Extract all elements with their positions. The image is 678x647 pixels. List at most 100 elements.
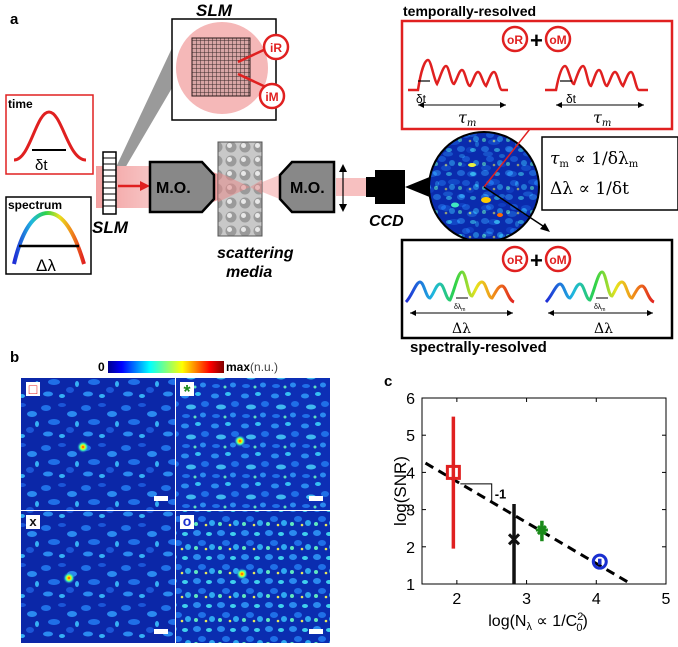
marker-box-2 bbox=[180, 382, 194, 396]
slm-top-title: SLM bbox=[196, 1, 233, 20]
focus-spot-3 bbox=[63, 572, 75, 584]
panel-label-c: c bbox=[384, 373, 392, 390]
or-badge-temporal: oR bbox=[501, 25, 529, 53]
x-tick-label: 5 bbox=[662, 591, 671, 608]
marker-3: x bbox=[29, 514, 37, 529]
colorbar bbox=[108, 361, 224, 373]
om-badge-temporal: oM bbox=[544, 25, 572, 53]
dt-label: δt bbox=[35, 157, 48, 174]
svg-text:M.O.: M.O. bbox=[290, 180, 325, 197]
im-badge: iM bbox=[258, 82, 286, 110]
spectral-dlm-left: δλm bbox=[454, 304, 465, 313]
point-x bbox=[507, 533, 521, 546]
relation-line-1: τm ∝ 1/δλm bbox=[550, 149, 639, 170]
relation-line-2: Δλ ∝ 1/δt bbox=[550, 179, 629, 199]
y-tick-label: 5 bbox=[406, 428, 415, 445]
y-tick-label: 2 bbox=[406, 540, 415, 557]
y-tick-label: 3 bbox=[406, 503, 415, 520]
focus-spot-4 bbox=[236, 568, 248, 580]
or-badge-spectral: oR bbox=[501, 245, 529, 273]
slope-triangle-path bbox=[460, 483, 493, 503]
marker-box-4 bbox=[180, 515, 194, 529]
slm-bar bbox=[102, 151, 117, 215]
svg-text:oM: oM bbox=[549, 33, 566, 47]
svg-text:oR: oR bbox=[507, 253, 523, 267]
y-tick-label: 1 bbox=[406, 577, 415, 594]
ccd-label: CCD bbox=[369, 213, 404, 230]
objective-left: M.O. bbox=[148, 160, 216, 214]
scattering-label-2: media bbox=[226, 264, 272, 281]
speckle-tile-2 bbox=[176, 378, 330, 510]
focus-spot-2 bbox=[234, 435, 246, 447]
objective-right: M.O. bbox=[278, 160, 336, 214]
scattering-label-1: scattering bbox=[217, 245, 294, 262]
om-badge-spectral: oM bbox=[544, 245, 572, 273]
svg-text:spectrum: spectrum bbox=[8, 198, 62, 212]
svg-text:time: time bbox=[8, 97, 33, 111]
focus-spot-1 bbox=[77, 441, 89, 453]
time-box: time δt bbox=[5, 94, 94, 175]
slm-pixel-grid bbox=[191, 37, 251, 97]
svg-text:M.O.: M.O. bbox=[156, 180, 191, 197]
x-ticks: 2 3 4 5 bbox=[452, 398, 671, 608]
spectrum-curve bbox=[12, 210, 86, 265]
spectral-heading: spectrally-resolved bbox=[410, 339, 547, 356]
panel-label-a: a bbox=[10, 11, 19, 28]
marker-4: o bbox=[183, 513, 192, 529]
temporal-heading: temporally-resolved bbox=[403, 3, 536, 19]
x-tick-label: 4 bbox=[592, 591, 601, 608]
y-tick-label: 6 bbox=[406, 391, 415, 408]
temporal-trace-right bbox=[545, 64, 648, 92]
fit-line-path bbox=[424, 461, 632, 586]
svg-text:iM: iM bbox=[265, 90, 278, 104]
speckle-tile-4 bbox=[176, 511, 330, 643]
tau-left: τm bbox=[458, 108, 476, 129]
scattering-medium bbox=[217, 141, 263, 237]
marker-box-1 bbox=[26, 382, 40, 396]
plus-spectral: + bbox=[530, 248, 543, 273]
spectral-dl-left: Δλ bbox=[452, 321, 471, 337]
marker-1: □ bbox=[29, 381, 38, 397]
point-square bbox=[445, 464, 461, 480]
slope-triangle bbox=[460, 483, 493, 503]
fit-line bbox=[424, 461, 632, 586]
point-circle bbox=[591, 553, 608, 570]
snr-chart: 1 2 3 4 5 6 2 3 4 5 log(SNR) log(Nλ ∝ 1/C2 0) -1 bbox=[391, 391, 671, 634]
temporal-dt-left: δt bbox=[416, 92, 427, 106]
temporal-box: oR + oM δt δt τm τm bbox=[400, 19, 674, 131]
speckle-images: □ * x o bbox=[21, 378, 330, 643]
spectral-dl-right: Δλ bbox=[594, 321, 613, 337]
data-points bbox=[445, 416, 608, 584]
colorbar-max-label: max(n.u.) bbox=[226, 360, 278, 374]
svg-text:oM: oM bbox=[549, 253, 566, 267]
spectral-box: oR + oM δλm δλm Δλ Δλ bbox=[400, 238, 674, 340]
x-axis-label: log(Nλ ∝ 1/C2 0) bbox=[488, 611, 588, 634]
spectral-dlm-right: δλm bbox=[594, 304, 605, 313]
scale-bar-1 bbox=[154, 496, 168, 501]
scale-bar-2 bbox=[309, 496, 323, 501]
y-ticks: 1 2 3 4 5 6 bbox=[406, 391, 666, 594]
dlambda-label: Δλ bbox=[36, 256, 56, 275]
marker-2: * bbox=[183, 382, 190, 402]
pulse-curve bbox=[13, 110, 87, 162]
svg-text:iR: iR bbox=[270, 41, 282, 55]
panel-label-b: b bbox=[10, 349, 19, 366]
y-axis-label: log(SNR) bbox=[391, 456, 410, 526]
translation-arrow bbox=[339, 164, 347, 212]
x-tick-label: 3 bbox=[522, 591, 531, 608]
beam-focus-out bbox=[250, 172, 287, 202]
ir-badge: iR bbox=[262, 33, 290, 61]
tau-right: τm bbox=[593, 108, 611, 129]
spectral-trace-right bbox=[544, 270, 655, 304]
plus-temporal: + bbox=[530, 28, 543, 53]
scale-bar-3 bbox=[154, 629, 168, 634]
slope-label: -1 bbox=[495, 486, 507, 501]
temporal-dt-right: δt bbox=[566, 92, 577, 106]
temporal-trace-left bbox=[408, 58, 508, 92]
slm-bottom-label: SLM bbox=[92, 218, 129, 237]
spectrum-box: spectrum Δλ bbox=[5, 196, 92, 275]
marker-box-3 bbox=[26, 515, 40, 529]
ccd-camera bbox=[366, 170, 405, 204]
zoom-cone bbox=[110, 48, 172, 180]
